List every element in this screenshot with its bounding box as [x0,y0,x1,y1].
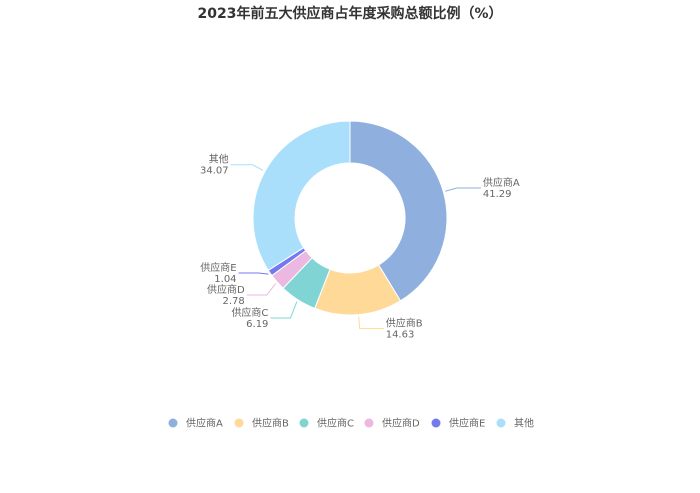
legend-marker-c [299,418,309,428]
legend-label-d: 供应商D [382,417,420,430]
legend-label-e: 供应商E [449,417,485,430]
legend-marker-e [431,418,441,428]
slice-label-name-a: 供应商A [483,176,520,189]
legend-item-e[interactable]: 供应商E [431,417,486,430]
legend-item-c[interactable]: 供应商C [299,417,354,430]
legend-marker-other [496,418,506,428]
slice-label-name-other: 其他 [209,153,229,166]
slice-label-value-d: 2.78 [222,296,244,307]
leader-line-d [246,283,277,296]
legend-label-a: 供应商A [186,417,223,430]
legend-item-d[interactable]: 供应商D [364,417,420,430]
chart-title: 2023年前五大供应商占年度采购总额比例（%） [197,6,503,22]
legend-item-b[interactable]: 供应商B [234,417,289,430]
leader-line-c [270,301,298,319]
slice-label-value-a: 41.29 [483,189,512,200]
slice-label-value-c: 6.19 [246,319,268,330]
leader-line-other [230,164,264,171]
leader-line-e [238,272,269,275]
slice-label-value-b: 14.63 [386,330,415,341]
legend-label-b: 供应商B [252,417,289,430]
legend-label-c: 供应商C [317,417,354,430]
legend-marker-d [364,418,374,428]
legend-marker-a [168,418,178,428]
slice-label-name-d: 供应商D [207,283,245,296]
slice-label-name-c: 供应商C [231,306,268,319]
slice-other[interactable] [252,120,351,272]
leader-line-a [445,187,481,192]
slice-label-value-other: 34.07 [200,166,229,177]
slice-label-name-b: 供应商B [386,317,423,330]
slice-a[interactable] [349,120,448,302]
legend-item-a[interactable]: 供应商A [168,417,223,430]
legend-label-other: 其他 [514,417,534,430]
slice-label-name-e: 供应商E [200,261,236,274]
legend-marker-b [234,418,244,428]
leader-line-b [358,316,384,330]
legend-item-other[interactable]: 其他 [496,417,535,430]
slice-label-value-e: 1.04 [214,274,236,285]
